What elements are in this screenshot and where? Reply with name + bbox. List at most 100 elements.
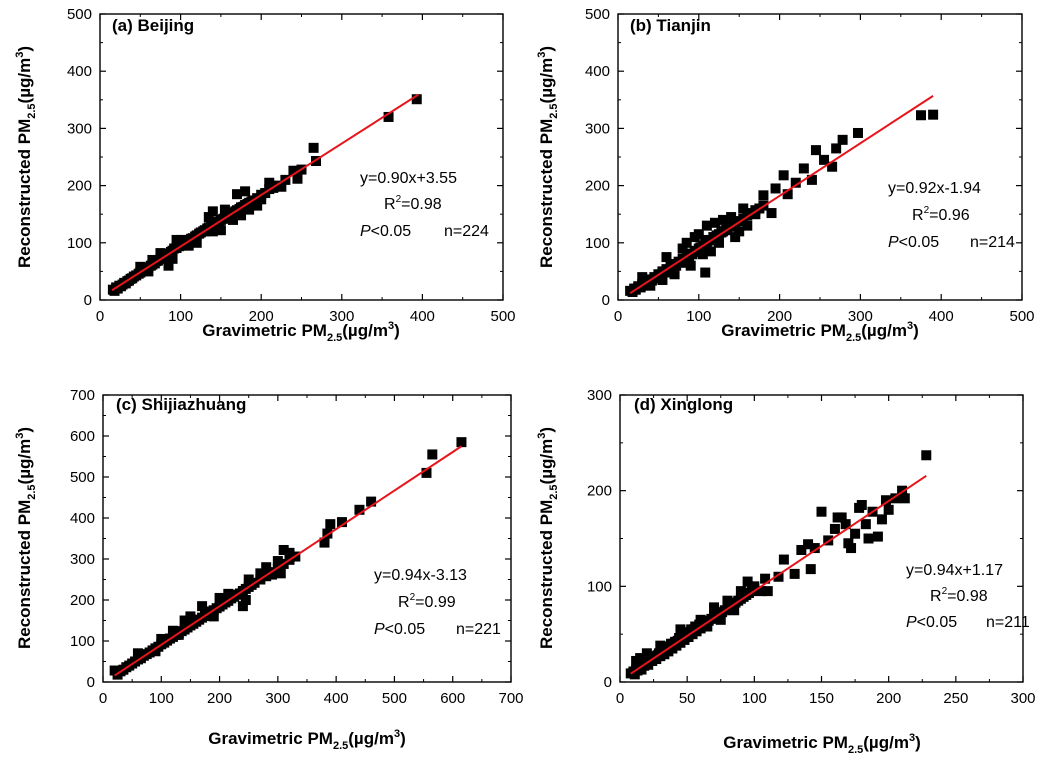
data-point [191,237,202,248]
data-point [173,629,184,640]
data-point [336,517,347,528]
y-tick-label: 300 [585,120,610,137]
data-point [219,204,230,215]
regression-annotation: y=0.90x+3.55 R2=0.98 P<0.05 n=224 [360,170,489,240]
y-tick-label: 300 [587,387,612,404]
data-point [156,633,167,644]
data-point [167,625,178,636]
regression-line [114,445,463,677]
x-tick-label: 50 [679,690,696,707]
y-tick-label: 400 [70,510,95,527]
fit-equation: y=0.94x+1.17 [906,562,1003,579]
sample-count: n=224 [444,223,489,240]
data-point [655,640,666,651]
data-point [635,653,646,664]
data-point [261,562,272,573]
data-point [135,261,146,272]
data-point [383,111,394,122]
regression-line [630,475,927,675]
data-point [756,586,767,597]
data-point [252,200,263,211]
data-point [223,588,234,599]
regression-line [629,95,934,295]
x-tick-label: 0 [96,308,104,325]
data-point [421,467,432,478]
data-point [856,500,867,511]
y-tick-label: 200 [585,178,610,195]
data-point [722,595,733,606]
p-value: P<0.05 [360,223,411,240]
data-point [207,206,218,217]
fit-line [111,93,419,292]
data-point [742,576,753,587]
y-tick-label: 100 [67,235,92,252]
x-tick-label: 100 [149,690,174,707]
x-tick-label: 600 [440,690,465,707]
data-point [143,266,154,277]
x-tick-label: 100 [686,308,711,325]
r-squared: R2=0.96 [912,205,970,224]
x-tick-label: 100 [168,308,193,325]
data-point [278,544,289,555]
y-tick-label: 300 [67,120,92,137]
y-tick-label: 700 [70,387,95,404]
sample-count: n=221 [456,621,501,638]
data-point [272,556,283,567]
data-point [789,568,800,579]
data-point [921,450,932,461]
fit-equation: y=0.90x+3.55 [360,170,457,187]
panel-title: (c) Shijiazhuang [116,395,246,414]
y-axis-title: Reconstructed PM2.5(µg/m3) [14,46,38,268]
data-point [163,260,174,271]
data-point [770,183,781,194]
data-point [155,248,166,259]
data-point [714,237,724,248]
data-point [256,194,267,205]
x-tick-label: 200 [767,308,792,325]
y-tick-label: 0 [87,674,95,691]
panel-xinglong: (d) Xinglong 0 50 100 150 200 250 300 0 100 200 30… [536,387,1036,756]
data-point [354,504,365,515]
panel-title: (b) Tianjin [630,16,711,35]
data-point [411,94,422,105]
y-tick-label: 600 [70,428,95,445]
data-point [237,601,248,612]
data-point [827,161,838,172]
data-point [208,611,219,622]
r-squared-value: =0.96 [929,207,970,224]
axes-frame [617,13,1023,301]
r-squared: R2=0.98 [930,586,988,605]
x-tick-label: 200 [876,690,901,707]
y-axis-title: Reconstructed PM2.5(µg/m3) [14,427,38,649]
data-point [872,531,883,542]
regression-annotation: y=0.94x-3.13 R2=0.99 P<0.05 n=221 [374,567,501,638]
x-tick-label: 500 [382,690,407,707]
p-value-text: <0.05 [385,621,426,638]
data-point [860,519,871,530]
data-point [749,581,760,592]
data-point [255,568,266,579]
fit-equation: y=0.92x-1.94 [888,180,981,197]
data-point [836,512,847,523]
x-tick-label: 500 [490,308,515,325]
data-point [810,145,821,156]
y-tick-label: 400 [585,63,610,80]
data-point [819,154,830,165]
data-point [709,602,720,613]
data-point [641,648,652,659]
axes-frame [619,394,1024,683]
data-point [863,533,874,544]
p-value: P<0.05 [888,234,939,251]
data-point [876,514,887,525]
x-tick-label: 500 [1009,308,1034,325]
x-tick-label: 400 [929,308,954,325]
x-axis-title: Gravimetric PM2.5(µg/m3) [723,732,921,756]
p-value-text: <0.05 [917,614,958,631]
y-tick-label: 100 [70,633,95,650]
data-point [701,220,712,231]
data-point [928,109,939,120]
data-point [267,569,278,580]
sample-count: n=214 [970,234,1015,251]
data-point [132,648,143,659]
data-point [730,232,741,243]
